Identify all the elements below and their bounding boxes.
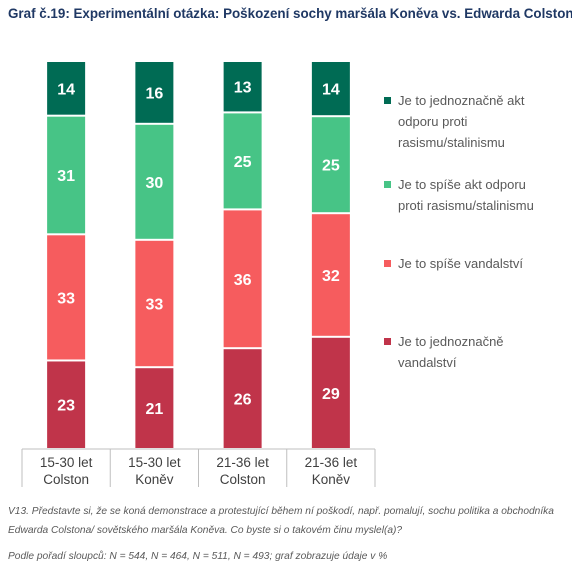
data-label: 36 bbox=[234, 272, 252, 289]
bar-segment bbox=[47, 361, 86, 448]
category-label: 21-36 let bbox=[305, 455, 358, 470]
legend-label: Je to spíše akt odporu bbox=[398, 177, 526, 192]
legend-swatch bbox=[384, 338, 391, 345]
data-label: 21 bbox=[145, 401, 163, 418]
legend-item: Je to jednoznačně akt odporu proti rasismu… bbox=[384, 90, 569, 153]
category-label: Koněv bbox=[312, 472, 351, 487]
data-label: 31 bbox=[57, 168, 75, 185]
data-label: 14 bbox=[57, 81, 75, 98]
data-label: 13 bbox=[234, 80, 252, 97]
bar-segment bbox=[47, 235, 86, 360]
legend-label: rasismu/stalinismu bbox=[398, 135, 505, 150]
data-label: 29 bbox=[322, 386, 340, 403]
legend-label: odporu proti bbox=[398, 114, 468, 129]
bar-segment bbox=[135, 240, 174, 367]
data-label: 23 bbox=[57, 398, 75, 415]
legend-item: Je to spíše vandalství bbox=[384, 253, 569, 274]
bar-segment bbox=[223, 349, 262, 448]
bar-segment bbox=[47, 62, 86, 115]
category-label: 15-30 let bbox=[128, 455, 181, 470]
bar-segment bbox=[223, 62, 262, 112]
stacked-bar-chart: 23 33 31 14 15-30 let Colston 21 33 30 16 15-30 le… bbox=[21, 62, 376, 487]
category-label: Colston bbox=[220, 472, 266, 487]
bar-segment bbox=[135, 124, 174, 239]
category-label: 21-36 let bbox=[216, 455, 269, 470]
category-label: Colston bbox=[43, 472, 89, 487]
data-label: 30 bbox=[145, 175, 163, 192]
bar-segment bbox=[311, 117, 350, 213]
question-note-line-2: Edwarda Colstona/ sovětského maršála Kon… bbox=[8, 525, 403, 536]
legend-label: Je to spíše vandalství bbox=[398, 256, 524, 271]
data-label: 14 bbox=[322, 82, 340, 99]
bar-segment bbox=[135, 368, 174, 448]
data-label: 32 bbox=[322, 268, 340, 285]
bar-segment bbox=[311, 337, 350, 448]
bar-segment bbox=[311, 214, 350, 336]
legend-label: Je to jednoznačně akt bbox=[398, 93, 525, 108]
category-label: Koněv bbox=[135, 472, 174, 487]
data-label: 16 bbox=[145, 85, 163, 102]
legend-label: vandalství bbox=[398, 355, 457, 370]
data-label: 33 bbox=[145, 297, 163, 314]
category-label: 15-30 let bbox=[40, 455, 93, 470]
data-label: 26 bbox=[234, 392, 252, 409]
legend-swatch bbox=[384, 181, 391, 188]
bar-segment bbox=[47, 116, 86, 234]
bar-segment bbox=[135, 62, 174, 123]
legend-item: Je to jednoznačně vandalství bbox=[384, 331, 569, 373]
legend-label: Je to jednoznačně bbox=[398, 334, 504, 349]
legend-label: proti rasismu/stalinismu bbox=[398, 198, 534, 213]
bar-segment bbox=[311, 62, 350, 116]
legend-swatch bbox=[384, 97, 391, 104]
chart-title: Graf č.19: Experimentální otázka: Poškoz… bbox=[8, 6, 572, 21]
legend-item: Je to spíše akt odporu proti rasismu/stal… bbox=[384, 174, 569, 216]
data-label: 25 bbox=[234, 154, 252, 171]
legend-swatch bbox=[384, 260, 391, 267]
sample-note: Podle pořadí sloupců: N = 544, N = 464, … bbox=[8, 551, 388, 562]
bar-segment bbox=[223, 113, 262, 209]
bar-segment bbox=[223, 210, 262, 348]
data-label: 33 bbox=[57, 290, 75, 307]
data-label: 25 bbox=[322, 158, 340, 175]
question-note-line-1: V13. Představte si, že se koná demonstra… bbox=[8, 506, 554, 517]
